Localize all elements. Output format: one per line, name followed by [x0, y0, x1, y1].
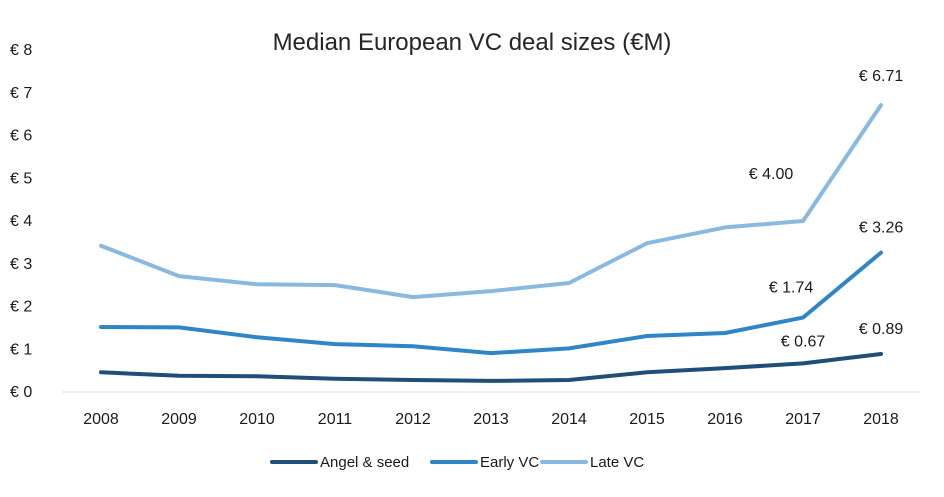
y-tick-label: € 0: [10, 384, 32, 401]
y-tick-label: € 8: [10, 42, 32, 59]
y-tick-label: € 3: [10, 256, 32, 273]
series-line-early-vc: [99, 250, 883, 356]
y-tick-label: € 5: [10, 170, 32, 187]
y-tick-label: € 4: [10, 213, 32, 230]
x-tick-label: 2010: [239, 411, 275, 428]
x-tick-label: 2008: [83, 411, 119, 428]
series-line-angel-seed: [99, 352, 883, 383]
data-label: € 0.67: [781, 333, 826, 350]
x-tick-label: 2009: [161, 411, 197, 428]
legend-label: Angel & seed: [320, 454, 409, 471]
legend: Angel & seed Early VC Late VC: [270, 454, 644, 471]
x-tick-label: 2012: [395, 411, 431, 428]
y-tick-label: € 6: [10, 128, 32, 145]
y-tick-label: € 2: [10, 299, 32, 316]
y-tick-label: € 1: [10, 341, 32, 358]
data-label: € 3.26: [859, 220, 904, 237]
x-tick-label: 2016: [707, 411, 743, 428]
data-label: € 1.74: [769, 280, 814, 297]
legend-label: Late VC: [590, 454, 644, 471]
series-lines: [99, 103, 883, 383]
data-label: € 0.89: [859, 321, 904, 338]
x-tick-label: 2017: [785, 411, 821, 428]
x-tick-label: 2011: [318, 411, 353, 428]
y-tick-label: € 7: [10, 85, 32, 102]
series-line-late-vc: [99, 103, 883, 300]
data-label: € 4.00: [749, 166, 794, 183]
data-labels: € 0.67 € 0.89 € 1.74 € 3.26 € 4.00 € 6.71: [749, 68, 904, 350]
x-tick-label: 2014: [551, 411, 587, 428]
axes: € 0 € 1 € 2 € 3 € 4 € 5 € 6 € 7 € 8 2008 2009 2010 2…: [10, 42, 920, 428]
legend-label: Early VC: [480, 454, 539, 471]
x-tick-label: 2018: [863, 411, 899, 428]
data-label: € 6.71: [859, 68, 904, 85]
x-tick-label: 2013: [473, 411, 509, 428]
chart-title: Median European VC deal sizes (€M): [273, 29, 672, 56]
x-tick-label: 2015: [629, 411, 665, 428]
